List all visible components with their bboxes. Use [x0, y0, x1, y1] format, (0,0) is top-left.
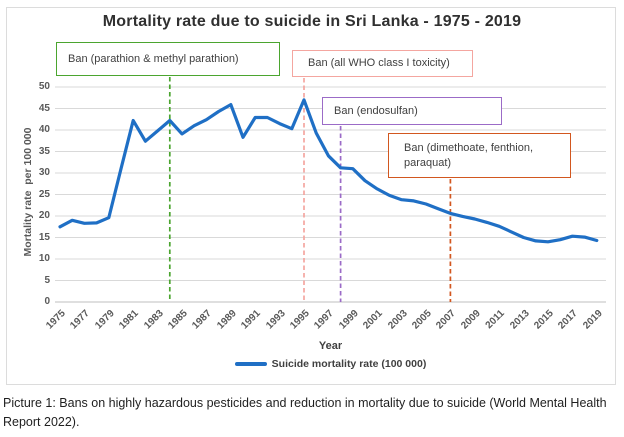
mortality-rate-line [58, 98, 599, 244]
y-tick-label: 15 [38, 231, 50, 243]
chart-legend: Suicide mortality rate (100 000) [55, 358, 606, 370]
y-tick-label: 35 [38, 145, 50, 157]
legend-line-marker [234, 362, 267, 366]
annotation-label: Ban (dimethoate, fenthion, paraquat) [404, 141, 534, 169]
y-tick-label: 25 [38, 188, 50, 200]
figure-caption: Picture 1: Bans on highly hazardous pest… [3, 396, 607, 430]
annotation-box-dimethoate-ban: Ban (dimethoate, fenthion, paraquat) [388, 133, 571, 178]
annotation-box-who-class1-ban: Ban (all WHO class I toxicity) [292, 50, 473, 77]
y-tick-label: 40 [38, 124, 50, 135]
y-tick-label: 10 [38, 253, 50, 264]
legend-label: Suicide mortality rate (100 000) [271, 358, 427, 370]
x-axis-title: Year [318, 340, 343, 352]
y-tick-label: 45 [38, 102, 50, 114]
y-tick-label: 5 [44, 274, 50, 286]
y-tick-label: 20 [38, 210, 50, 221]
y-axis-title: Mortality rate per 100 000 [22, 127, 34, 257]
y-tick-label: 50 [38, 81, 50, 92]
annotation-box-endosulfan-ban: Ban (endosulfan) [322, 97, 502, 125]
y-tick-label: 0 [44, 296, 50, 307]
annotation-label: Ban (endosulfan) [334, 104, 418, 117]
y-tick-label: 30 [38, 167, 50, 178]
annotation-label: Ban (all WHO class I toxicity) [308, 57, 450, 70]
annotation-label: Ban (parathion & methyl parathion) [68, 52, 239, 65]
annotation-box-parathion-ban: Ban (parathion & methyl parathion) [56, 42, 280, 76]
chart-title: Mortality rate due to suicide in Sri Lan… [102, 13, 522, 30]
